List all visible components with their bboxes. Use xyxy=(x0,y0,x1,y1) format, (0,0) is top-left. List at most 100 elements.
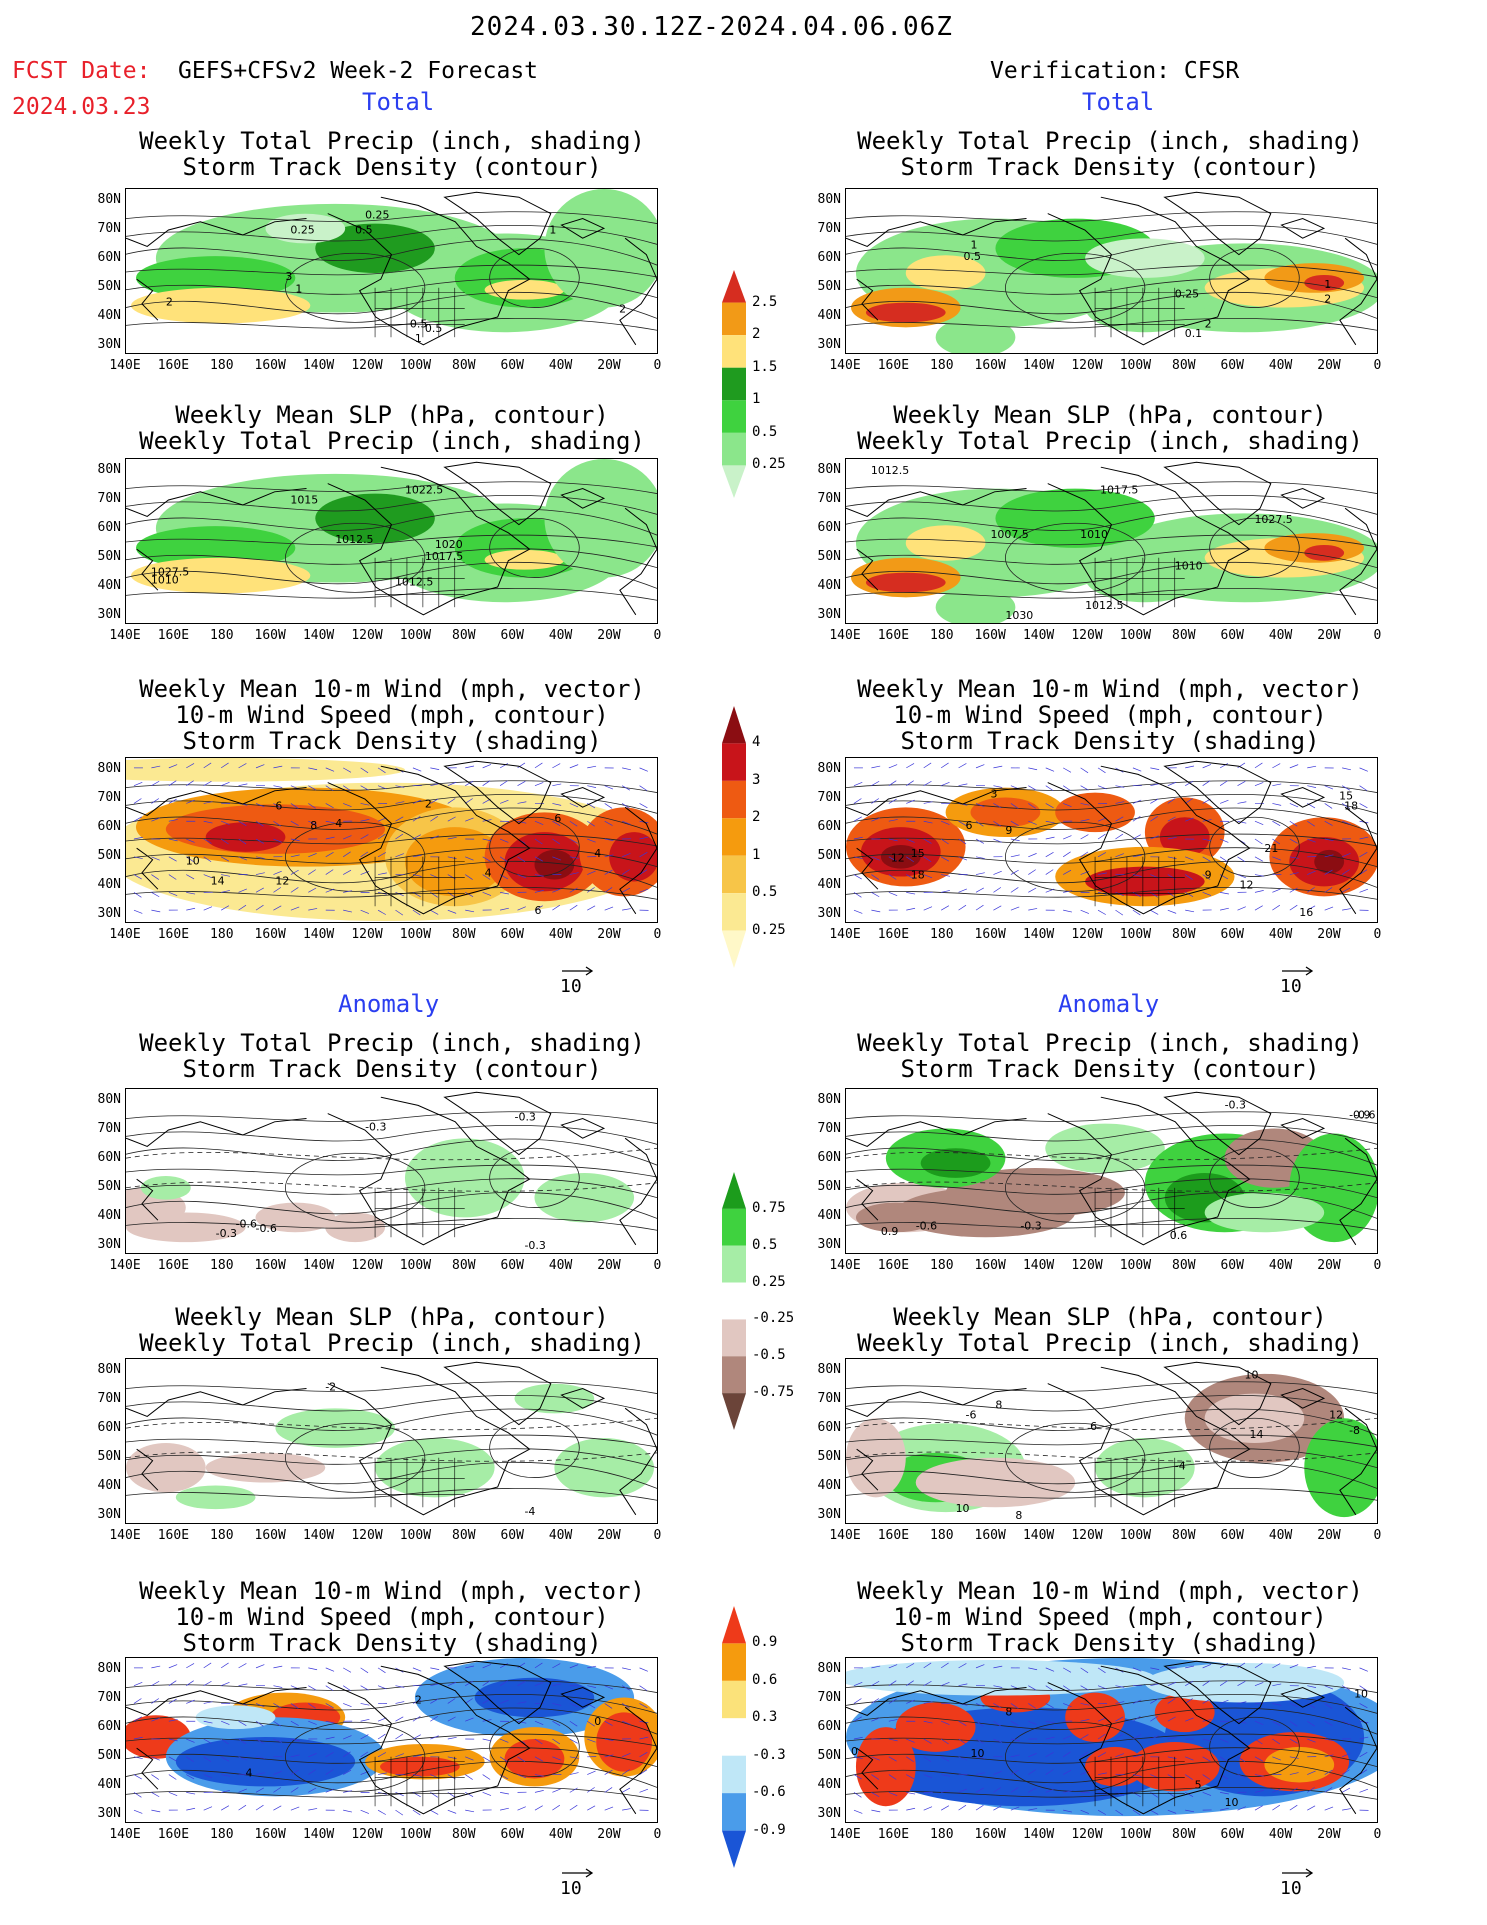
lon-tick-label: 80W xyxy=(452,927,476,942)
wind-vector xyxy=(1028,1808,1038,1811)
wind-vector xyxy=(1289,904,1298,911)
wind-vector xyxy=(186,780,194,786)
shade-region xyxy=(1085,1746,1145,1787)
wind-vector xyxy=(552,1720,561,1727)
lat-tick-label: 60N xyxy=(97,520,121,535)
coastline xyxy=(1339,237,1377,346)
contour-line xyxy=(126,1192,657,1219)
wind-vector xyxy=(517,780,526,786)
wind-vector xyxy=(1115,1733,1124,1740)
contour-line xyxy=(846,264,1377,278)
wind-vector xyxy=(499,838,509,843)
wind-vector xyxy=(1045,836,1055,840)
wind-vector xyxy=(1341,785,1351,791)
wind-vector xyxy=(587,1787,595,1793)
wind-vector xyxy=(975,1720,984,1727)
lon-tick-label: 0 xyxy=(653,1827,662,1842)
map-panel-anom-wind-verification: 8 10 0 5 10 10 xyxy=(845,1657,1378,1823)
lat-tick-label: 30N xyxy=(817,1237,841,1252)
coastline xyxy=(619,806,657,915)
wind-vector xyxy=(325,1752,334,1758)
coastline xyxy=(1339,1137,1377,1246)
wind-vector xyxy=(871,1665,881,1669)
wind-vector xyxy=(290,887,299,893)
shade-region xyxy=(1065,1692,1125,1742)
coastline xyxy=(443,1660,552,1725)
vector-ref-r3: 10 xyxy=(1280,966,1316,997)
wind-vector xyxy=(993,1787,1002,1793)
wind-vector xyxy=(325,1685,334,1691)
wind-vector xyxy=(343,890,353,893)
wind-vector xyxy=(1167,1736,1177,1740)
wind-vector xyxy=(1324,803,1333,809)
coastline xyxy=(619,507,657,616)
wind-vector xyxy=(1115,1753,1124,1758)
wind-vector xyxy=(1185,1756,1194,1761)
wind-vector xyxy=(238,783,248,787)
wind-vector xyxy=(906,1738,915,1743)
contour-label: 18 xyxy=(1344,799,1358,812)
wind-vector xyxy=(1219,763,1229,769)
wind-vector xyxy=(255,1804,264,1811)
contour-label: 3 xyxy=(285,270,292,283)
wind-vector xyxy=(569,1664,579,1669)
title-r5: Weekly Mean SLP (hPa, contour) Weekly To… xyxy=(857,1303,1363,1357)
coastline xyxy=(443,760,552,825)
shade-region xyxy=(130,557,311,594)
wind-vector xyxy=(343,835,352,840)
wind-vector xyxy=(993,838,1002,843)
lat-tick-label: 80N xyxy=(97,761,121,776)
contour-label: 15 xyxy=(1339,790,1353,803)
wind-vector xyxy=(238,888,247,893)
wind-vector xyxy=(1045,852,1054,858)
wind-vector xyxy=(1324,785,1334,790)
contour-label: 1007.5 xyxy=(990,528,1028,541)
wind-vector xyxy=(1028,908,1038,911)
wind-vector xyxy=(853,874,862,880)
wind-vector xyxy=(975,1738,984,1744)
contour-label: 1010 xyxy=(1080,528,1108,541)
contour-line xyxy=(846,1178,1377,1199)
colorbar-anom-storm: 0.9 0.6 0.3 -0.3 -0.6 -0.9 xyxy=(722,1606,812,1892)
wind-vector xyxy=(569,904,578,911)
lon-tick-label: 160E xyxy=(157,628,190,643)
lon-tick-label: 100W xyxy=(399,1827,432,1842)
wind-vector xyxy=(1150,1735,1159,1740)
wind-vector xyxy=(186,1792,196,1795)
lat-tick-label: 30N xyxy=(817,1806,841,1821)
wind-vector xyxy=(1010,820,1019,826)
section-anomaly-left: Anomaly xyxy=(338,990,440,1018)
contour-label: 2 xyxy=(425,797,432,810)
wind-vector xyxy=(1062,1685,1071,1691)
contour-label: -4 xyxy=(1175,1460,1186,1473)
wind-vector xyxy=(940,1738,949,1745)
contour-label: 12 xyxy=(275,874,289,887)
wind-vector xyxy=(377,1717,387,1722)
wind-vector xyxy=(1097,767,1106,774)
contour-label: 14 xyxy=(1249,1428,1263,1441)
wind-vector xyxy=(1202,780,1211,786)
lat-tick-label: 80N xyxy=(97,192,121,207)
wind-vector xyxy=(203,838,212,844)
wind-vector xyxy=(853,1809,863,1814)
contour-line xyxy=(846,861,1377,888)
wind-vector xyxy=(1254,820,1264,825)
contour-label: 0.1 xyxy=(1185,327,1202,340)
lat-tick-label: 30N xyxy=(97,607,121,622)
lon-tick-label: 40W xyxy=(1268,628,1293,643)
lon-tick-label: 20W xyxy=(1317,1827,1341,1842)
lon-tick-label: 160E xyxy=(157,1258,190,1273)
wind-vector xyxy=(1097,1685,1107,1690)
wind-vector xyxy=(1028,869,1036,875)
wind-vector xyxy=(395,1733,404,1740)
lon-tick-label: 140E xyxy=(829,927,861,942)
colorbar-cap xyxy=(722,1172,746,1209)
vector-ref-l3: 10 xyxy=(560,966,596,997)
wind-vector xyxy=(871,1756,880,1761)
wind-vector xyxy=(853,781,863,786)
colorbar-segment xyxy=(722,1356,746,1394)
colorbar-label: -0.3 xyxy=(752,1746,786,1763)
wind-vector xyxy=(1150,1683,1160,1687)
wind-vector xyxy=(639,836,649,840)
lat-tick-label: 50N xyxy=(817,279,841,294)
